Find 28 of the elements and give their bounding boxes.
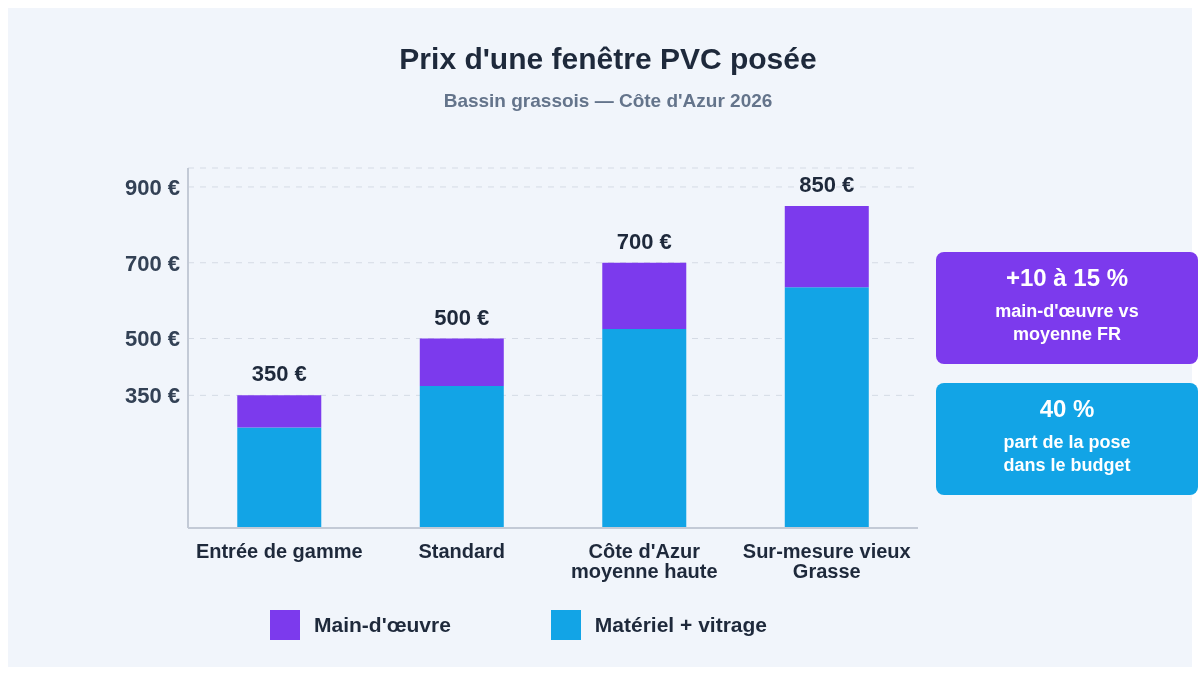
total-label: 500 €	[434, 304, 490, 330]
legend-label: Main-d'œuvre	[314, 613, 451, 637]
bar	[602, 262, 687, 330]
text: +10 à 15 %	[1004, 264, 1130, 292]
y-tick-label: 500 €	[124, 326, 180, 352]
chart-title: Prix d'une fenêtre PVC posée	[398, 42, 818, 76]
text: part de la pose dans le budget	[1002, 431, 1132, 477]
x-tick-label: Sur-mesure vieux Grasse	[742, 540, 911, 583]
chart-subtitle: Bassin grassois — Côte d'Azur 2026	[442, 90, 774, 112]
x-tick-label: Entrée de gamme	[195, 540, 363, 563]
bar	[419, 338, 504, 386]
x-tick-label: Standard	[418, 540, 506, 563]
bar	[237, 427, 322, 528]
bar	[602, 329, 687, 528]
y-tick-label: 700 €	[124, 250, 180, 276]
total-label: 700 €	[616, 228, 672, 254]
bar	[419, 385, 504, 528]
bar	[237, 395, 322, 428]
text: 40 %	[1038, 395, 1096, 423]
legend-label: Matériel + vitrage	[594, 613, 767, 637]
y-tick-label: 900 €	[124, 174, 180, 200]
total-label: 850 €	[799, 171, 855, 197]
x-tick-label: Côte d'Azur moyenne haute	[570, 540, 718, 583]
y-tick-label: 350 €	[124, 383, 180, 409]
bar	[784, 205, 869, 288]
text: main-d'œuvre vs moyenne FR	[994, 300, 1140, 346]
bar	[784, 287, 869, 528]
total-label: 350 €	[251, 361, 307, 387]
